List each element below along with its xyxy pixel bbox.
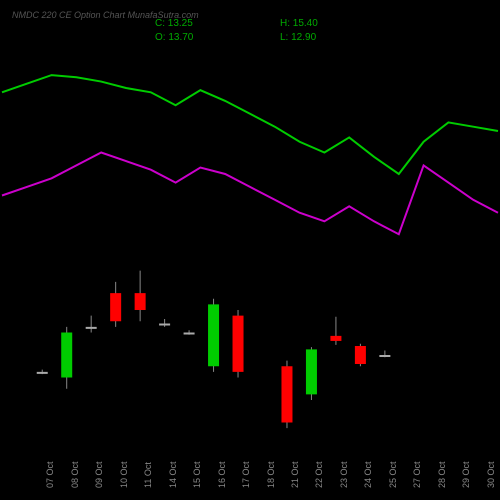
candle-body bbox=[306, 349, 317, 394]
x-tick-label: 27 Oct bbox=[412, 461, 422, 488]
x-axis-labels: 07 Oct 08 Oct 09 Oct 10 Oct 11 Oct 14 Oct 15 O… bbox=[0, 454, 500, 494]
x-tick-label: 25 Oct bbox=[388, 461, 398, 488]
upper-band-line bbox=[2, 75, 498, 174]
candle-body bbox=[37, 372, 48, 374]
x-tick-label: 14 Oct bbox=[168, 461, 178, 488]
candle-body bbox=[110, 293, 121, 321]
x-tick-label: 17 Oct bbox=[241, 461, 251, 488]
candle-body bbox=[208, 304, 219, 366]
x-tick-label: 24 Oct bbox=[363, 461, 373, 488]
x-tick-label: 16 Oct bbox=[217, 461, 227, 488]
candle-body bbox=[355, 346, 366, 364]
option-chart: NMDC 220 CE Option Chart MunafaSutra.com… bbox=[0, 0, 500, 500]
x-tick-label: 09 Oct bbox=[94, 461, 104, 488]
x-tick-label: 10 Oct bbox=[119, 461, 129, 488]
x-tick-label: 29 Oct bbox=[461, 461, 471, 488]
lower-band-line bbox=[2, 153, 498, 235]
candle-body bbox=[233, 316, 244, 372]
x-tick-label: 23 Oct bbox=[339, 461, 349, 488]
x-tick-label: 21 Oct bbox=[290, 461, 300, 488]
candle-body bbox=[61, 333, 72, 378]
candle-body bbox=[135, 293, 146, 310]
x-tick-label: 28 Oct bbox=[437, 461, 447, 488]
x-tick-label: 30 Oct bbox=[486, 461, 496, 488]
ohlc-l: L: 12.90 bbox=[280, 32, 316, 43]
candle-body bbox=[159, 324, 170, 326]
candle-body bbox=[281, 366, 292, 422]
candle-body bbox=[86, 327, 97, 329]
x-tick-label: 11 Oct bbox=[143, 462, 153, 488]
candle-body bbox=[379, 355, 390, 357]
x-tick-label: 18 Oct bbox=[266, 461, 276, 488]
x-tick-label: 15 Oct bbox=[192, 461, 202, 488]
candle-body bbox=[330, 336, 341, 341]
plot-area bbox=[0, 0, 500, 500]
x-tick-label: 07 Oct bbox=[45, 461, 55, 488]
ohlc-h: H: 15.40 bbox=[280, 18, 318, 29]
candle-body bbox=[184, 333, 195, 335]
x-tick-label: 22 Oct bbox=[314, 461, 324, 488]
x-tick-label: 08 Oct bbox=[70, 461, 80, 488]
